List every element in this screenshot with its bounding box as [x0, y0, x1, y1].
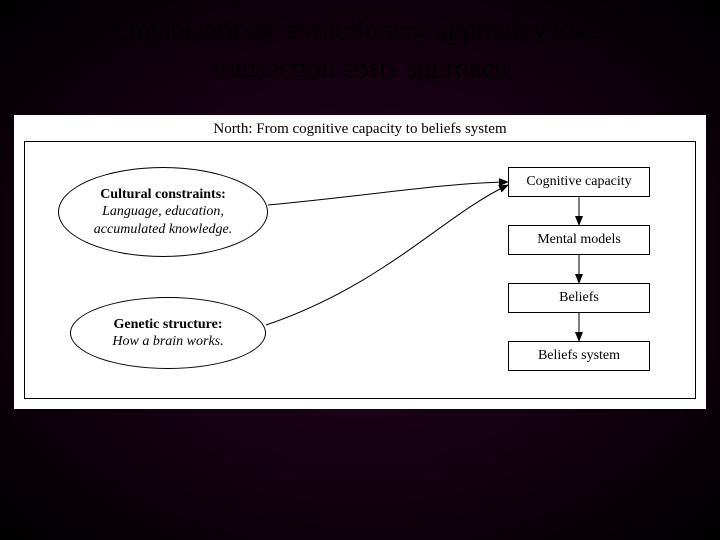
title-line-1: Organizations: evolutionary approah vers…: [116, 15, 605, 46]
box-label: Mental models: [537, 232, 621, 248]
ellipse-genetic-structure: Genetic structure: How a brain works.: [70, 297, 266, 369]
ellipse-body-1: How a brain works.: [112, 333, 223, 351]
diagram-caption: North: From cognitive capacity to belief…: [14, 121, 706, 138]
box-mental-models: Mental models: [508, 225, 650, 255]
ellipse-cultural-constraints: Cultural constraints: Language, educatio…: [58, 167, 268, 257]
diagram-panel: North: From cognitive capacity to belief…: [14, 115, 706, 409]
box-cognitive-capacity: Cognitive capacity: [508, 167, 650, 197]
slide-title: Organizations: evolutionary approah vers…: [0, 0, 720, 88]
box-label: Beliefs system: [538, 348, 620, 364]
ellipse-body-1: Language, education,: [102, 203, 224, 221]
ellipse-body-2: accumulated knowledge.: [94, 221, 232, 239]
ellipse-title: Genetic structure:: [114, 316, 223, 334]
box-beliefs: Beliefs: [508, 283, 650, 313]
box-label: Beliefs: [559, 290, 599, 306]
box-beliefs-system: Beliefs system: [508, 341, 650, 371]
ellipse-title: Cultural constraints:: [100, 186, 226, 204]
box-label: Cognitive capacity: [526, 174, 631, 190]
title-line-2: transaction costs approach: [212, 53, 507, 84]
